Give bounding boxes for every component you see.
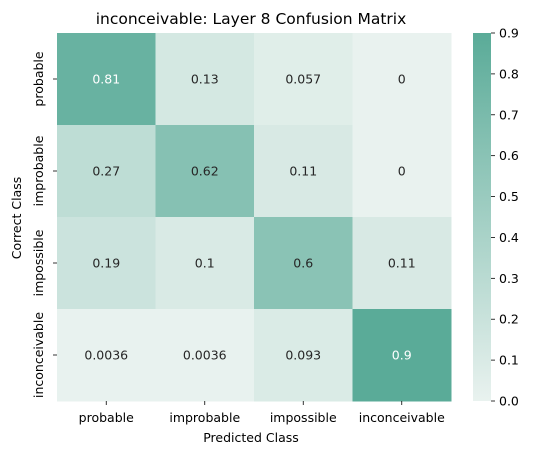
cell-value-label: 0.11 <box>289 164 317 179</box>
cell-value-label: 0.9 <box>392 348 412 363</box>
cell-value-label: 0.6 <box>293 256 313 271</box>
cell-value-label: 0.13 <box>191 72 219 87</box>
y-tick-label: improbable <box>31 135 46 206</box>
x-tick-label: impossible <box>270 410 337 425</box>
colorbar-tick-label: 0.5 <box>499 189 519 204</box>
cell-value-label: 0.0036 <box>183 348 227 363</box>
colorbar-tick-label: 0.1 <box>499 353 519 368</box>
chart-title: inconceivable: Layer 8 Confusion Matrix <box>96 10 407 28</box>
y-tick-labels: probable improbable impossible inconceivabl… <box>31 51 57 398</box>
cell-value-label: 0.27 <box>92 164 120 179</box>
y-tick-label: probable <box>31 51 46 106</box>
cell-value-label: 0.0036 <box>84 348 128 363</box>
cell-value-label: 0.057 <box>285 72 321 87</box>
x-tick-label: probable <box>79 410 134 425</box>
colorbar-tick-label: 0.4 <box>499 230 519 245</box>
cell-value-label: 0.1 <box>195 256 215 271</box>
colorbar-tick-label: 0.6 <box>499 148 519 163</box>
colorbar-tick-label: 0.2 <box>499 312 519 327</box>
cell-value-label: 0.19 <box>92 256 120 271</box>
colorbar-tick-label: 0.3 <box>499 271 519 286</box>
cell-value-label: 0.11 <box>388 256 416 271</box>
x-tick-label: inconceivable <box>359 410 445 425</box>
cell-value-label: 0.093 <box>285 348 321 363</box>
x-tick-labels: probable improbable impossible inconceivabl… <box>79 401 445 425</box>
y-tick-label: impossible <box>31 229 46 296</box>
colorbar-tick-label: 0.7 <box>499 107 519 122</box>
colorbar-tick-label: 0.9 <box>499 26 519 41</box>
y-axis-label: Correct Class <box>9 177 24 259</box>
colorbar-tick-label: 0.0 <box>499 394 519 409</box>
cell-value-label: 0.81 <box>92 72 120 87</box>
y-tick-label: inconceivable <box>31 312 46 398</box>
colorbar-ticks: 0.0 0.1 0.2 0.3 0.4 0.5 0.6 0.7 0.8 0.9 <box>491 26 519 409</box>
x-axis-label: Predicted Class <box>203 430 299 445</box>
cell-value-label: 0 <box>398 72 406 87</box>
heatmap-cells <box>57 33 452 402</box>
cell-value-label: 0.62 <box>191 164 219 179</box>
colorbar <box>473 33 491 401</box>
cell-value-label: 0 <box>398 164 406 179</box>
colorbar-tick-label: 0.8 <box>499 66 519 81</box>
x-tick-label: improbable <box>169 410 240 425</box>
